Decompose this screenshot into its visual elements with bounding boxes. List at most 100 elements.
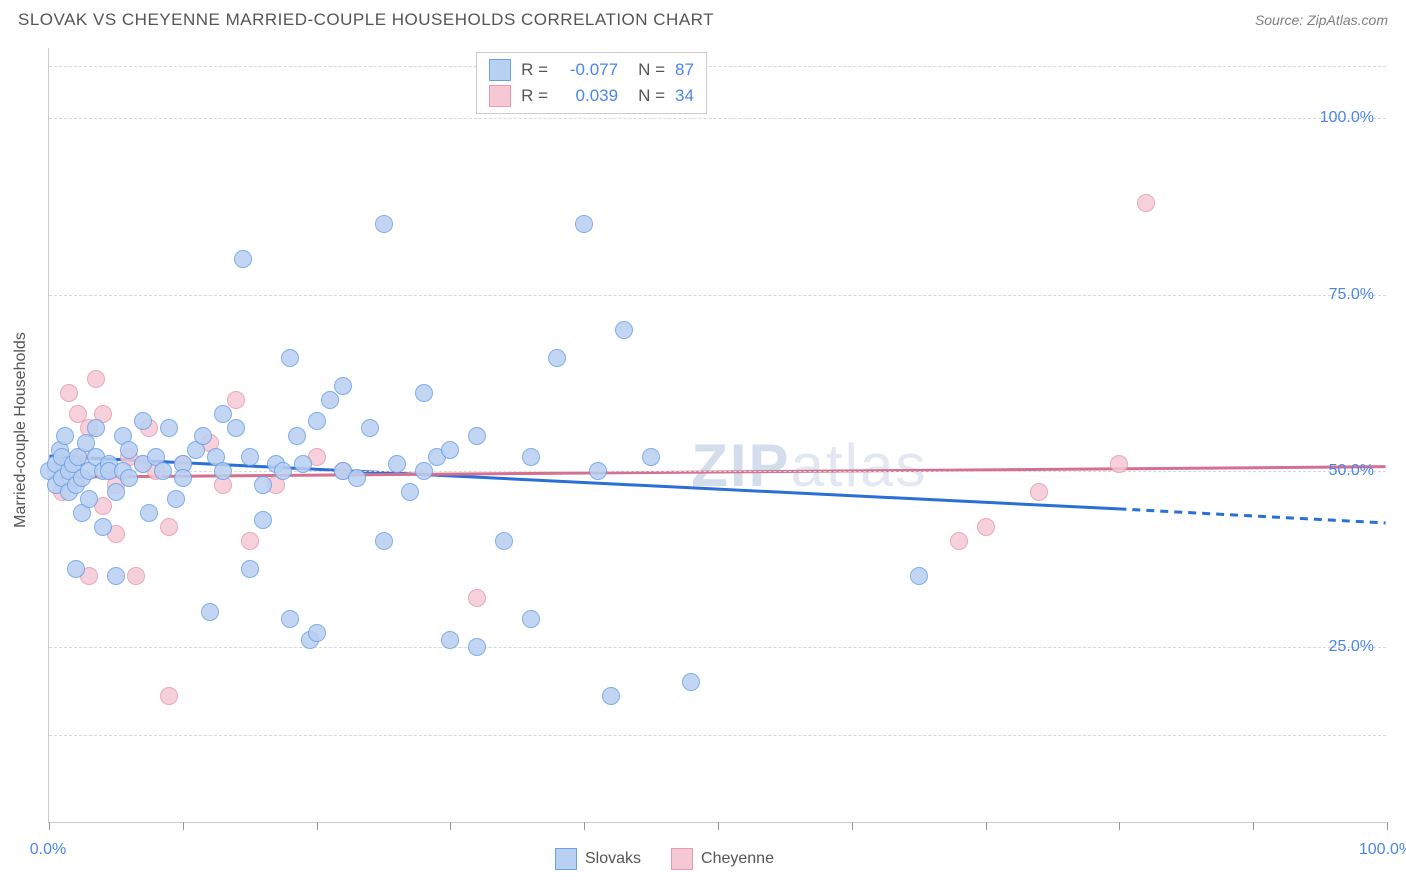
source-attribution: Source: ZipAtlas.com [1255, 12, 1388, 28]
slovaks-point [548, 349, 566, 367]
x-tick [1119, 822, 1120, 830]
slovaks-point [682, 673, 700, 691]
slovaks-point [120, 469, 138, 487]
slovaks-point [321, 391, 339, 409]
slovaks-point [388, 455, 406, 473]
slovaks-point [281, 610, 299, 628]
trend-line [1118, 509, 1385, 523]
slovaks-point [281, 349, 299, 367]
cheyenne-point [241, 532, 259, 550]
slovaks-point [201, 603, 219, 621]
trend-line [49, 456, 1118, 509]
slovaks-point [468, 638, 486, 656]
cheyenne-point [160, 687, 178, 705]
slovaks-point [234, 250, 252, 268]
slovaks-point [140, 504, 158, 522]
slovaks-point [575, 215, 593, 233]
legend-swatch [489, 85, 511, 107]
slovaks-point [241, 448, 259, 466]
r-value: -0.077 [558, 60, 618, 80]
r-label: R = [521, 60, 548, 80]
legend-swatch [555, 848, 577, 870]
trend-line [49, 467, 1385, 478]
gridline [49, 735, 1386, 736]
cheyenne-point [977, 518, 995, 536]
legend-item-cheyenne: Cheyenne [671, 848, 774, 870]
gridline [49, 118, 1386, 119]
cheyenne-point [60, 384, 78, 402]
slovaks-point [910, 567, 928, 585]
slovaks-point [522, 448, 540, 466]
slovaks-point [308, 624, 326, 642]
slovaks-point [589, 462, 607, 480]
cheyenne-point [468, 589, 486, 607]
y-tick-label: 25.0% [1329, 638, 1374, 656]
slovaks-point [294, 455, 312, 473]
cheyenne-point [127, 567, 145, 585]
r-label: R = [521, 86, 548, 106]
slovaks-point [602, 687, 620, 705]
slovaks-point [401, 483, 419, 501]
scatter-chart: ZIPatlas 25.0%50.0%75.0%100.0% [48, 48, 1386, 823]
slovaks-point [107, 483, 125, 501]
cheyenne-point [1110, 455, 1128, 473]
slovaks-point [56, 427, 74, 445]
slovaks-point [615, 321, 633, 339]
slovaks-point [67, 560, 85, 578]
x-tick [49, 822, 50, 830]
y-tick-label: 100.0% [1320, 109, 1374, 127]
slovaks-point [522, 610, 540, 628]
x-tick-label: 100.0% [1359, 841, 1406, 859]
n-label: N = [638, 60, 665, 80]
x-tick [852, 822, 853, 830]
x-tick [1387, 822, 1388, 830]
gridline [49, 66, 1386, 67]
cheyenne-point [1137, 194, 1155, 212]
chart-title: SLOVAK VS CHEYENNE MARRIED-COUPLE HOUSEH… [18, 10, 714, 30]
slovaks-point [167, 490, 185, 508]
x-tick-label: 0.0% [30, 841, 66, 859]
series-legend: Slovaks Cheyenne [555, 848, 774, 870]
slovaks-point [134, 412, 152, 430]
x-tick [584, 822, 585, 830]
legend-label: Cheyenne [701, 850, 774, 868]
x-tick [986, 822, 987, 830]
x-tick [183, 822, 184, 830]
slovaks-point [441, 631, 459, 649]
slovaks-point [415, 462, 433, 480]
slovaks-point [120, 441, 138, 459]
cheyenne-point [227, 391, 245, 409]
slovaks-point [308, 412, 326, 430]
x-tick [450, 822, 451, 830]
trend-lines [49, 48, 1386, 822]
gridline [49, 471, 1386, 472]
cheyenne-point [87, 370, 105, 388]
correlation-legend: R =-0.077N =87R =0.039N =34 [476, 52, 707, 114]
slovaks-point [160, 419, 178, 437]
cheyenne-point [160, 518, 178, 536]
slovaks-point [361, 419, 379, 437]
slovaks-point [227, 419, 245, 437]
slovaks-point [254, 476, 272, 494]
legend-swatch [671, 848, 693, 870]
legend-item-slovaks: Slovaks [555, 848, 641, 870]
y-tick-label: 50.0% [1329, 462, 1374, 480]
slovaks-point [415, 384, 433, 402]
slovaks-point [468, 427, 486, 445]
slovaks-point [94, 518, 112, 536]
legend-swatch [489, 59, 511, 81]
slovaks-point [348, 469, 366, 487]
n-value: 34 [675, 86, 694, 106]
slovaks-point [214, 405, 232, 423]
slovaks-point [375, 532, 393, 550]
y-tick-label: 75.0% [1329, 286, 1374, 304]
slovaks-point [441, 441, 459, 459]
legend-row-slovaks: R = -0.077 N = 87 [489, 59, 694, 81]
x-tick [317, 822, 318, 830]
n-value: 87 [675, 60, 694, 80]
x-tick [718, 822, 719, 830]
slovaks-point [288, 427, 306, 445]
slovaks-point [495, 532, 513, 550]
slovaks-point [274, 462, 292, 480]
cheyenne-point [1030, 483, 1048, 501]
